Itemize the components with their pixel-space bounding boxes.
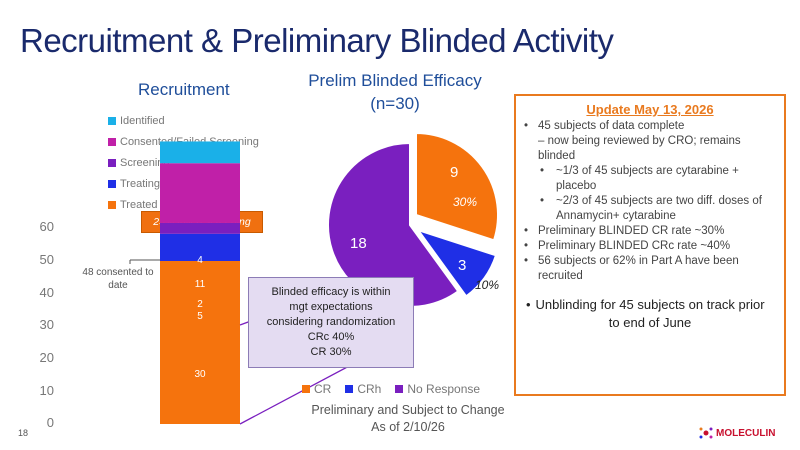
y-tick: 0	[46, 415, 54, 430]
efficacy-pie	[327, 131, 499, 308]
page-number: 18	[18, 428, 29, 438]
pie-legend-label: CR	[314, 382, 332, 396]
pie-legend: CR CRh No Response	[302, 382, 480, 396]
pie-label-nr-value: 18	[350, 235, 367, 252]
pie-legend-swatch-no-response	[395, 385, 404, 393]
update-sublist: ~1/3 of 45 subjects are cytarabine + pla…	[524, 164, 776, 224]
consented-note: 48 consented to date	[82, 267, 154, 291]
callout-line: CR 30%	[310, 346, 352, 358]
pie-subtitle: Preliminary and Subject to Change As of …	[290, 402, 526, 436]
update-bullet-text: 45 subjects of data complete	[538, 120, 685, 132]
y-tick: 30	[39, 317, 54, 332]
page-title: Recruitment & Preliminary Blinded Activi…	[20, 22, 614, 59]
y-tick: 50	[39, 252, 54, 267]
pie-legend-item-cr: CR	[302, 382, 331, 396]
update-bullet: Preliminary BLINDED CR rate ~30%	[524, 224, 776, 239]
bar-segment-treated	[160, 261, 240, 424]
pie-chart-title: Prelim Blinded Efficacy (n=30)	[300, 69, 490, 115]
update-bullet-continuation: – now being reviewed by CRO; remains bli…	[538, 135, 741, 162]
legend-swatch-identified	[108, 116, 116, 125]
pie-subtitle-line1: Preliminary and Subject to Change	[311, 403, 505, 417]
recruitment-chart-title: Recruitment	[138, 80, 230, 99]
update-panel: Update May 13, 2026 45 subjects of data …	[514, 94, 786, 396]
pie-label-crh-value: 3	[458, 257, 467, 274]
moleculin-logo: MOLECULIN	[699, 426, 775, 440]
legend-label: Identified	[120, 114, 165, 127]
update-sub-bullet: ~2/3 of 45 subjects are two diff. doses …	[540, 194, 776, 224]
pie-label-crh-pct: 10%	[475, 278, 500, 292]
y-tick: 10	[39, 383, 54, 398]
legend-label: Screening	[120, 156, 170, 169]
update-bullet: 56 subjects or 62% in Part A have been r…	[524, 254, 776, 284]
pie-slice-crh	[415, 228, 498, 298]
pie-label-cr-pct: 30%	[453, 195, 478, 209]
update-sub-bullet: ~1/3 of 45 subjects are cytarabine + pla…	[540, 164, 776, 194]
legend-item-screening: Screening	[108, 152, 259, 173]
efficacy-callout: Blinded efficacy is within mgt expectati…	[248, 277, 414, 368]
pie-title-line1: Prelim Blinded Efficacy	[308, 71, 482, 90]
update-bullet: 45 subjects of data complete – now being…	[524, 119, 776, 164]
bar-value-consented: 11	[194, 279, 206, 290]
bar-segment-consented	[160, 163, 240, 223]
bar-value-screening: 2	[197, 299, 203, 310]
pie-legend-item-no-response: No Response	[395, 382, 480, 396]
pie-label-cr-value: 9	[450, 164, 459, 181]
bar-segment-screening	[160, 222, 240, 234]
callout-line: Blinded efficacy is within	[271, 286, 391, 298]
pie-legend-label: No Response	[407, 382, 481, 396]
y-tick: 40	[39, 285, 54, 300]
pie-title-line2: (n=30)	[370, 94, 420, 113]
pie-legend-item-crh: CRh	[345, 382, 381, 396]
logo-icon	[699, 427, 713, 439]
logo-text: MOLECULIN	[716, 427, 776, 439]
pie-legend-label: CRh	[357, 382, 382, 396]
y-tick: 20	[39, 350, 54, 365]
callout-line: CRc 40%	[307, 331, 355, 343]
pie-legend-swatch-crh	[345, 385, 354, 393]
update-list: 45 subjects of data complete – now being…	[524, 119, 776, 164]
bar-value-identified: 4	[197, 255, 203, 266]
update-title: Update May 13, 2026	[586, 102, 714, 117]
legend-swatch-consented	[108, 137, 116, 146]
legend-item-identified: Identified	[108, 110, 259, 131]
update-bullet: Preliminary BLINDED CRc rate ~40%	[524, 239, 776, 254]
callout-line: considering randomization	[266, 316, 396, 328]
bar-value-treated: 30	[194, 369, 206, 380]
update-list-2: Preliminary BLINDED CR rate ~30% Prelimi…	[524, 224, 776, 284]
y-tick: 60	[39, 219, 54, 234]
bar-value-treating: 5	[197, 311, 203, 322]
bar-segment-identified	[160, 141, 240, 164]
pie-legend-swatch-cr	[302, 385, 310, 393]
legend-swatch-screening	[108, 158, 116, 167]
legend-swatch-treated	[108, 200, 116, 209]
pie-subtitle-line2: As of 2/10/26	[371, 420, 445, 434]
bar-segment-treating	[160, 233, 240, 261]
unblinding-note: Unblinding for 45 subjects on track prio…	[524, 296, 776, 332]
callout-line: mgt expectations	[289, 301, 373, 313]
pie-slice-no-response	[327, 141, 460, 308]
pie-slice-cr	[415, 131, 499, 242]
legend-swatch-treating	[108, 179, 116, 188]
